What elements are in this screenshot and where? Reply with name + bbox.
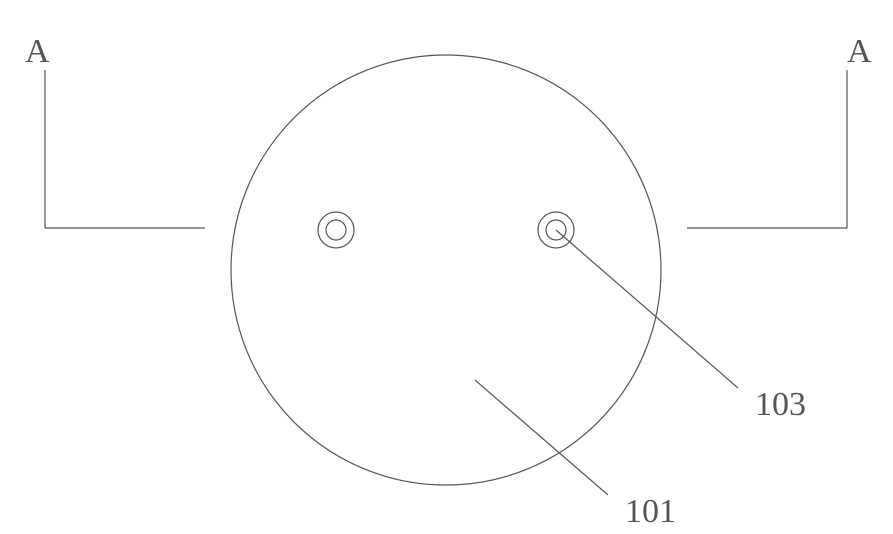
callout-label-0: 103 — [755, 386, 806, 423]
callout-label-1: 101 — [625, 493, 676, 530]
callout-leader-1 — [475, 380, 608, 495]
callout-leader-0 — [556, 230, 738, 388]
main-body-circle — [231, 55, 661, 485]
hole-0-outer — [318, 212, 354, 248]
section-label-left: A — [25, 33, 50, 70]
hole-0-inner — [326, 220, 346, 240]
section-label-right: A — [847, 33, 872, 70]
